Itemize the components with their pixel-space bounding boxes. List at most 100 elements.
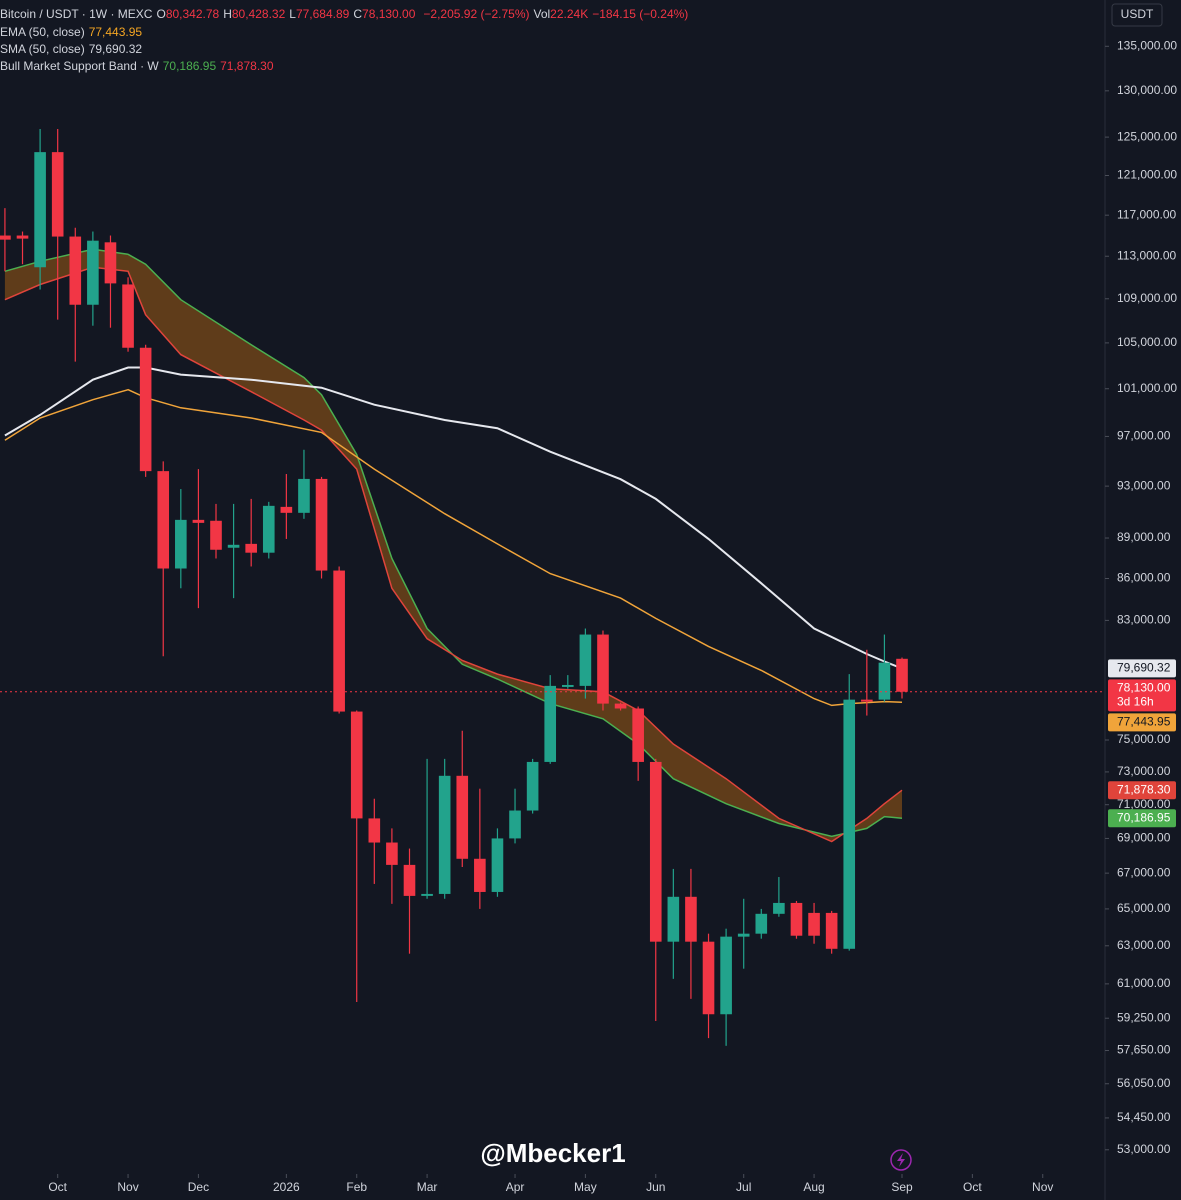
candle-body <box>737 933 750 937</box>
candle-body <box>51 152 64 237</box>
indicator-value: 70,186.95 <box>162 59 217 73</box>
y-tick-label: 67,000.00 <box>1117 865 1171 879</box>
x-tick-label: Jun <box>646 1180 665 1194</box>
price-tag-label: 79,690.32 <box>1117 661 1171 675</box>
lightning-icon[interactable] <box>890 1149 912 1171</box>
candle-body <box>544 685 557 762</box>
candle-body <box>896 658 908 692</box>
x-tick-label: May <box>574 1180 597 1194</box>
candle-body <box>157 471 170 569</box>
ohlc: O80,342.78 H80,428.32 L77,684.89 C78,130.00 <box>156 7 419 21</box>
price-tag-label: 78,130.00 <box>1117 681 1171 695</box>
icon-bolt <box>897 1153 905 1167</box>
y-tick-label: 65,000.00 <box>1117 901 1171 915</box>
candle-body <box>122 284 134 348</box>
y-tick-label: 135,000.00 <box>1117 38 1177 52</box>
band-line <box>4 266 903 843</box>
candle-body <box>685 896 697 942</box>
symbol: Bitcoin / USDT · 1W · MEXC <box>0 7 153 21</box>
candle-body <box>438 775 451 894</box>
currency[interactable]: USDT <box>1121 7 1154 21</box>
currency-button[interactable] <box>1111 3 1163 27</box>
candle-body <box>579 634 592 686</box>
ohlc-key: H <box>223 7 232 21</box>
candle-body <box>227 544 240 548</box>
ohlc-key: C <box>353 7 363 21</box>
candle-body <box>69 236 82 305</box>
x-tick-label: Nov <box>117 1180 138 1194</box>
candle-body <box>333 570 345 712</box>
y-tick-label: 86,000.00 <box>1117 571 1171 585</box>
candle-body <box>104 242 117 284</box>
price-tag <box>1108 679 1176 712</box>
candles <box>0 129 1105 1046</box>
candle-body <box>597 634 609 704</box>
indicator-name: Bull Market Support Band · W <box>0 59 159 73</box>
y-tick-label: 101,000.00 <box>1117 381 1177 395</box>
ticks: 135,000.00 130,000.00 125,000.00 121,000.00… <box>48 38 1177 1194</box>
volume-key: Vol <box>533 7 551 21</box>
candle-body <box>526 761 539 811</box>
y-tick-label: 75,000.00 <box>1117 732 1171 746</box>
price-tag <box>1108 713 1176 732</box>
y-tick-label: 63,000.00 <box>1117 938 1171 952</box>
candle-body <box>210 520 222 550</box>
indicator-line: SMA (50, close) 79,690.32 <box>0 41 146 57</box>
candle-body <box>474 858 486 892</box>
candle-body <box>456 775 469 859</box>
candle-body <box>368 818 381 843</box>
candle-body <box>702 941 715 1015</box>
y-tick-label: 71,000.00 <box>1117 797 1171 811</box>
y-tick-label: 125,000.00 <box>1117 129 1177 143</box>
candle-body <box>280 506 293 513</box>
candle-body <box>175 519 187 569</box>
x-tick-label: Oct <box>963 1180 982 1194</box>
indicator-name: SMA (50, close) <box>0 42 85 56</box>
candle-body <box>16 235 29 239</box>
x-tick-label: Mar <box>417 1180 438 1194</box>
y-tick-label: 97,000.00 <box>1117 429 1171 443</box>
y-tick-label: 69,000.00 <box>1117 831 1171 845</box>
ohlc-value: 77,684.89 <box>295 7 350 21</box>
candle-body <box>614 703 627 709</box>
y-tick-label: 109,000.00 <box>1117 291 1177 305</box>
candle-body <box>245 543 257 553</box>
x-tick-label: 2026 <box>273 1180 300 1194</box>
ohlc-key: L <box>289 7 296 21</box>
price-tag-label: 71,878.30 <box>1117 782 1171 796</box>
y-tick-label: 105,000.00 <box>1117 335 1177 349</box>
x-tick-label: Oct <box>48 1180 67 1194</box>
candle-body <box>861 699 873 702</box>
ohlc-key: O <box>156 7 166 21</box>
y-tick-label: 89,000.00 <box>1117 530 1171 544</box>
header-line: Bitcoin / USDT · 1W · MEXC O80,342.78 H80,… <box>0 6 692 22</box>
watermark: @Mbecker1 <box>480 1138 625 1168</box>
candle-body <box>790 902 803 936</box>
indicator-line: EMA (50, close) 77,443.95 <box>0 24 146 40</box>
candle-body <box>667 896 680 942</box>
candle-body <box>561 684 574 687</box>
y-tick-label: 56,050.00 <box>1117 1076 1171 1090</box>
ohlc-value: 78,130.00 <box>362 7 416 21</box>
ma-line <box>4 366 903 670</box>
x-tick-label: Dec <box>188 1180 209 1194</box>
indicator-value: 71,878.30 <box>220 59 274 73</box>
candle-body <box>34 152 46 268</box>
candle-body <box>139 347 152 472</box>
price-tag <box>1108 809 1176 828</box>
y-tick-label: 121,000.00 <box>1117 168 1177 182</box>
candle-body <box>843 699 856 949</box>
price-tag-label: 3d 16h <box>1117 695 1154 709</box>
icon-ring <box>890 1149 912 1171</box>
x-tick-label: Feb <box>346 1180 367 1194</box>
volume: 22.24K <box>550 7 589 21</box>
indicator-line: Bull Market Support Band · W 70,186.95 71,… <box>0 58 278 74</box>
ohlc-value: 80,428.32 <box>231 7 286 21</box>
ma-line <box>4 388 903 707</box>
y-tick-label: 61,000.00 <box>1117 976 1171 990</box>
y-tick-label: 53,000.00 <box>1117 1142 1171 1156</box>
indicator-value: 77,443.95 <box>88 25 143 39</box>
